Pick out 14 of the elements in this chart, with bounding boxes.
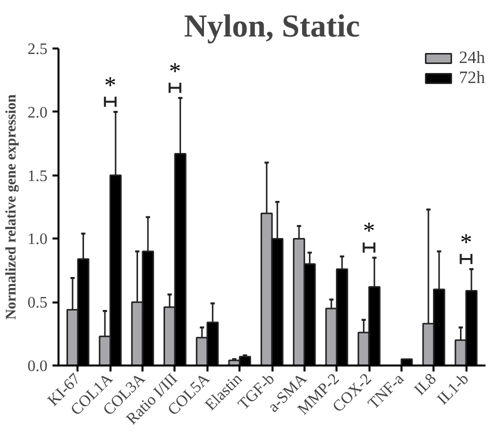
y-tick-label: 1.0 <box>28 231 48 248</box>
y-tick-label: 0.5 <box>28 294 48 312</box>
y-tick-label: 2.0 <box>28 104 48 122</box>
y-tick-label: 0.0 <box>28 358 48 375</box>
chart-title: Nylon, Static <box>184 8 360 44</box>
y-axis-title: Normalized relative gene expression <box>4 94 20 320</box>
annotation: * <box>460 230 472 256</box>
annotation: * <box>168 58 181 85</box>
legend-label: 72h <box>459 68 485 88</box>
y-tick-label: 2.5 <box>28 41 48 58</box>
y-tick-label: 1.5 <box>28 168 48 185</box>
annotation: * <box>104 72 116 99</box>
annotation: * <box>363 218 376 245</box>
legend-label: 24h <box>459 48 485 68</box>
